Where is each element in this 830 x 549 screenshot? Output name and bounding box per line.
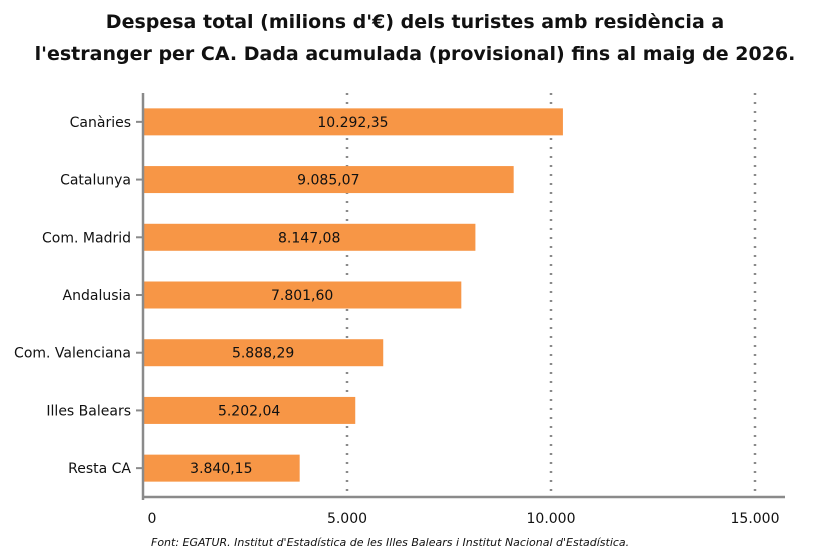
category-label-4: Com. Valenciana: [14, 346, 131, 362]
bar-6: [144, 454, 300, 482]
category-label-5: Illes Balears: [46, 403, 131, 419]
bar-0: [144, 108, 563, 136]
x-tick-label-3: 15.000: [731, 511, 780, 527]
bar-2: [144, 223, 476, 251]
bar-value-label-2: 8.147,08: [278, 230, 340, 246]
x-tick-label-1: 5.000: [327, 511, 367, 527]
category-label-2: Com. Madrid: [42, 230, 131, 246]
bar-value-label-0: 10.292,35: [317, 115, 388, 131]
source-note: Font: EGATUR. Institut d'Estadística de …: [151, 536, 630, 549]
category-label-3: Andalusia: [63, 288, 131, 304]
bar-value-label-1: 9.085,07: [297, 173, 359, 189]
bar-5: [144, 396, 356, 424]
bar-1: [144, 166, 514, 194]
x-tick-label-0: 0: [148, 511, 157, 527]
bar-4: [144, 339, 384, 367]
category-label-0: Canàries: [70, 115, 131, 131]
bar-value-label-3: 7.801,60: [271, 288, 333, 304]
chart-title-line-2: l'estranger per CA. Dada acumulada (prov…: [34, 43, 796, 65]
category-label-6: Resta CA: [68, 461, 131, 477]
chart-title-line-1: Despesa total (milions d'€) dels turiste…: [105, 11, 725, 33]
x-tick-label-2: 10.000: [527, 511, 576, 527]
bar-value-label-4: 5.888,29: [232, 346, 294, 362]
bar-value-label-5: 5.202,04: [218, 403, 280, 419]
bar-3: [144, 281, 462, 309]
bar-value-label-6: 3.840,15: [190, 461, 252, 477]
category-label-1: Catalunya: [60, 173, 131, 189]
